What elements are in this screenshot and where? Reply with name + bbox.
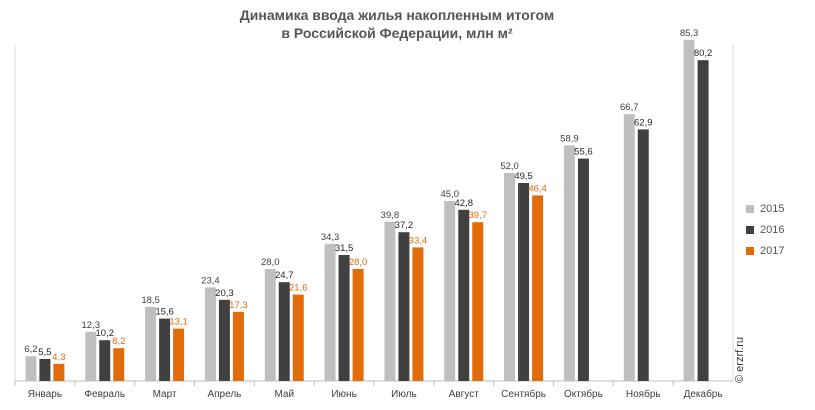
data-label-2016: 80,2 (694, 48, 713, 59)
bar-2017 (352, 269, 364, 381)
bar-2015 (145, 307, 157, 381)
bar-2015 (444, 201, 456, 381)
bar-2015 (25, 356, 37, 381)
data-label-2015: 52,0 (500, 161, 519, 172)
bar-2016 (398, 232, 410, 381)
bar-2016 (99, 340, 111, 381)
legend-label: 2017 (760, 244, 785, 257)
bar-2015 (504, 173, 516, 381)
chart-title-line-2: в Российской Федерации, млн м² (281, 25, 513, 41)
bar-2016 (278, 282, 290, 381)
chart-title-line-1: Динамика ввода жилья накопленным итогом (239, 7, 555, 23)
x-tick-label: Март (153, 389, 177, 400)
bar-2017 (412, 247, 424, 381)
data-label-2016: 31,5 (335, 243, 354, 254)
bar-2016 (577, 158, 589, 381)
bar-2017 (232, 311, 244, 381)
bar-2016 (159, 318, 171, 381)
bar-2017 (173, 328, 185, 381)
data-label-2015: 34,3 (321, 232, 340, 243)
data-label-2016: 5,5 (38, 347, 51, 358)
watermark: © erzrf.ru (733, 330, 747, 390)
legend-item-2017: 2017 (746, 240, 784, 261)
x-tick-label: Май (274, 389, 294, 400)
data-label-2017: 39,7 (469, 210, 488, 221)
legend-label: 2016 (760, 223, 785, 236)
watermark-text: © erzrf.ru (734, 337, 746, 383)
data-label-2017: 46,4 (528, 183, 547, 194)
x-tick-label: Декабрь (684, 388, 723, 400)
bar-2017 (113, 348, 125, 381)
x-tick-label: Февраль (84, 389, 125, 400)
data-label-2016: 42,8 (455, 198, 474, 209)
bar-2016 (218, 299, 230, 381)
bar-2016 (458, 209, 470, 381)
data-label-2016: 37,2 (395, 220, 414, 231)
x-tick-label: Ноябрь (626, 388, 661, 400)
data-label-2015: 28,0 (261, 257, 280, 268)
x-tick-label: Сентябрь (501, 388, 546, 400)
data-label-2015: 6,2 (24, 344, 37, 355)
legend-label: 2015 (760, 202, 785, 215)
data-label-2016: 49,5 (514, 171, 533, 182)
data-label-2015: 12,3 (82, 320, 101, 331)
bar-2015 (384, 221, 396, 381)
data-label-2016: 10,2 (96, 328, 115, 339)
legend-swatch (746, 204, 754, 213)
data-label-2016: 55,6 (574, 147, 593, 158)
data-label-2016: 62,9 (634, 117, 653, 128)
bar-2015 (623, 114, 635, 381)
bar-2016 (518, 183, 530, 381)
data-label-2015: 45,0 (441, 189, 460, 200)
bar-2015 (85, 331, 97, 381)
data-label-2015: 85,3 (680, 28, 699, 39)
bar-2016 (637, 129, 649, 381)
data-label-2015: 18,5 (141, 295, 160, 306)
bar-2016 (697, 60, 709, 381)
x-tick-label: Июль (391, 389, 417, 400)
data-label-2017: 28,0 (349, 257, 368, 268)
bar-2016 (39, 359, 51, 381)
bar-2017 (532, 195, 544, 381)
legend-item-2015: 2015 (746, 198, 784, 219)
data-label-2016: 24,7 (275, 270, 294, 281)
bar-2015 (324, 243, 336, 381)
data-label-2016: 15,6 (155, 307, 174, 318)
data-label-2016: 20,3 (215, 288, 234, 299)
chart-title: Динамика ввода жилья накопленным итогом … (0, 6, 794, 42)
bar-2015 (683, 39, 695, 382)
legend: 2015 2016 2017 (746, 198, 784, 261)
bar-2015 (204, 287, 216, 381)
bar-2017 (472, 222, 484, 381)
data-label-2015: 39,8 (381, 210, 400, 221)
x-tick-label: Октябрь (564, 388, 603, 400)
bar-2015 (563, 145, 575, 381)
data-label-2017: 33,4 (409, 235, 428, 246)
bar-2017 (292, 294, 304, 381)
legend-swatch (746, 225, 754, 234)
data-label-2015: 66,7 (620, 102, 639, 113)
data-label-2017: 21,6 (289, 283, 308, 294)
bar-2017 (53, 363, 65, 381)
data-label-2017: 13,1 (169, 317, 188, 328)
data-label-2015: 58,9 (560, 133, 579, 144)
x-tick-label: Август (449, 389, 480, 400)
legend-swatch (746, 246, 754, 255)
data-label-2017: 8,2 (112, 336, 125, 347)
x-tick-label: Январь (28, 389, 62, 400)
bar-2015 (264, 269, 276, 381)
data-label-2015: 23,4 (201, 275, 220, 286)
legend-item-2016: 2016 (746, 219, 784, 240)
data-label-2017: 4,3 (52, 352, 65, 363)
bar-2016 (338, 255, 350, 381)
data-label-2017: 17,3 (229, 300, 248, 311)
x-tick-label: Июнь (331, 389, 356, 400)
x-tick-label: Апрель (207, 389, 241, 400)
